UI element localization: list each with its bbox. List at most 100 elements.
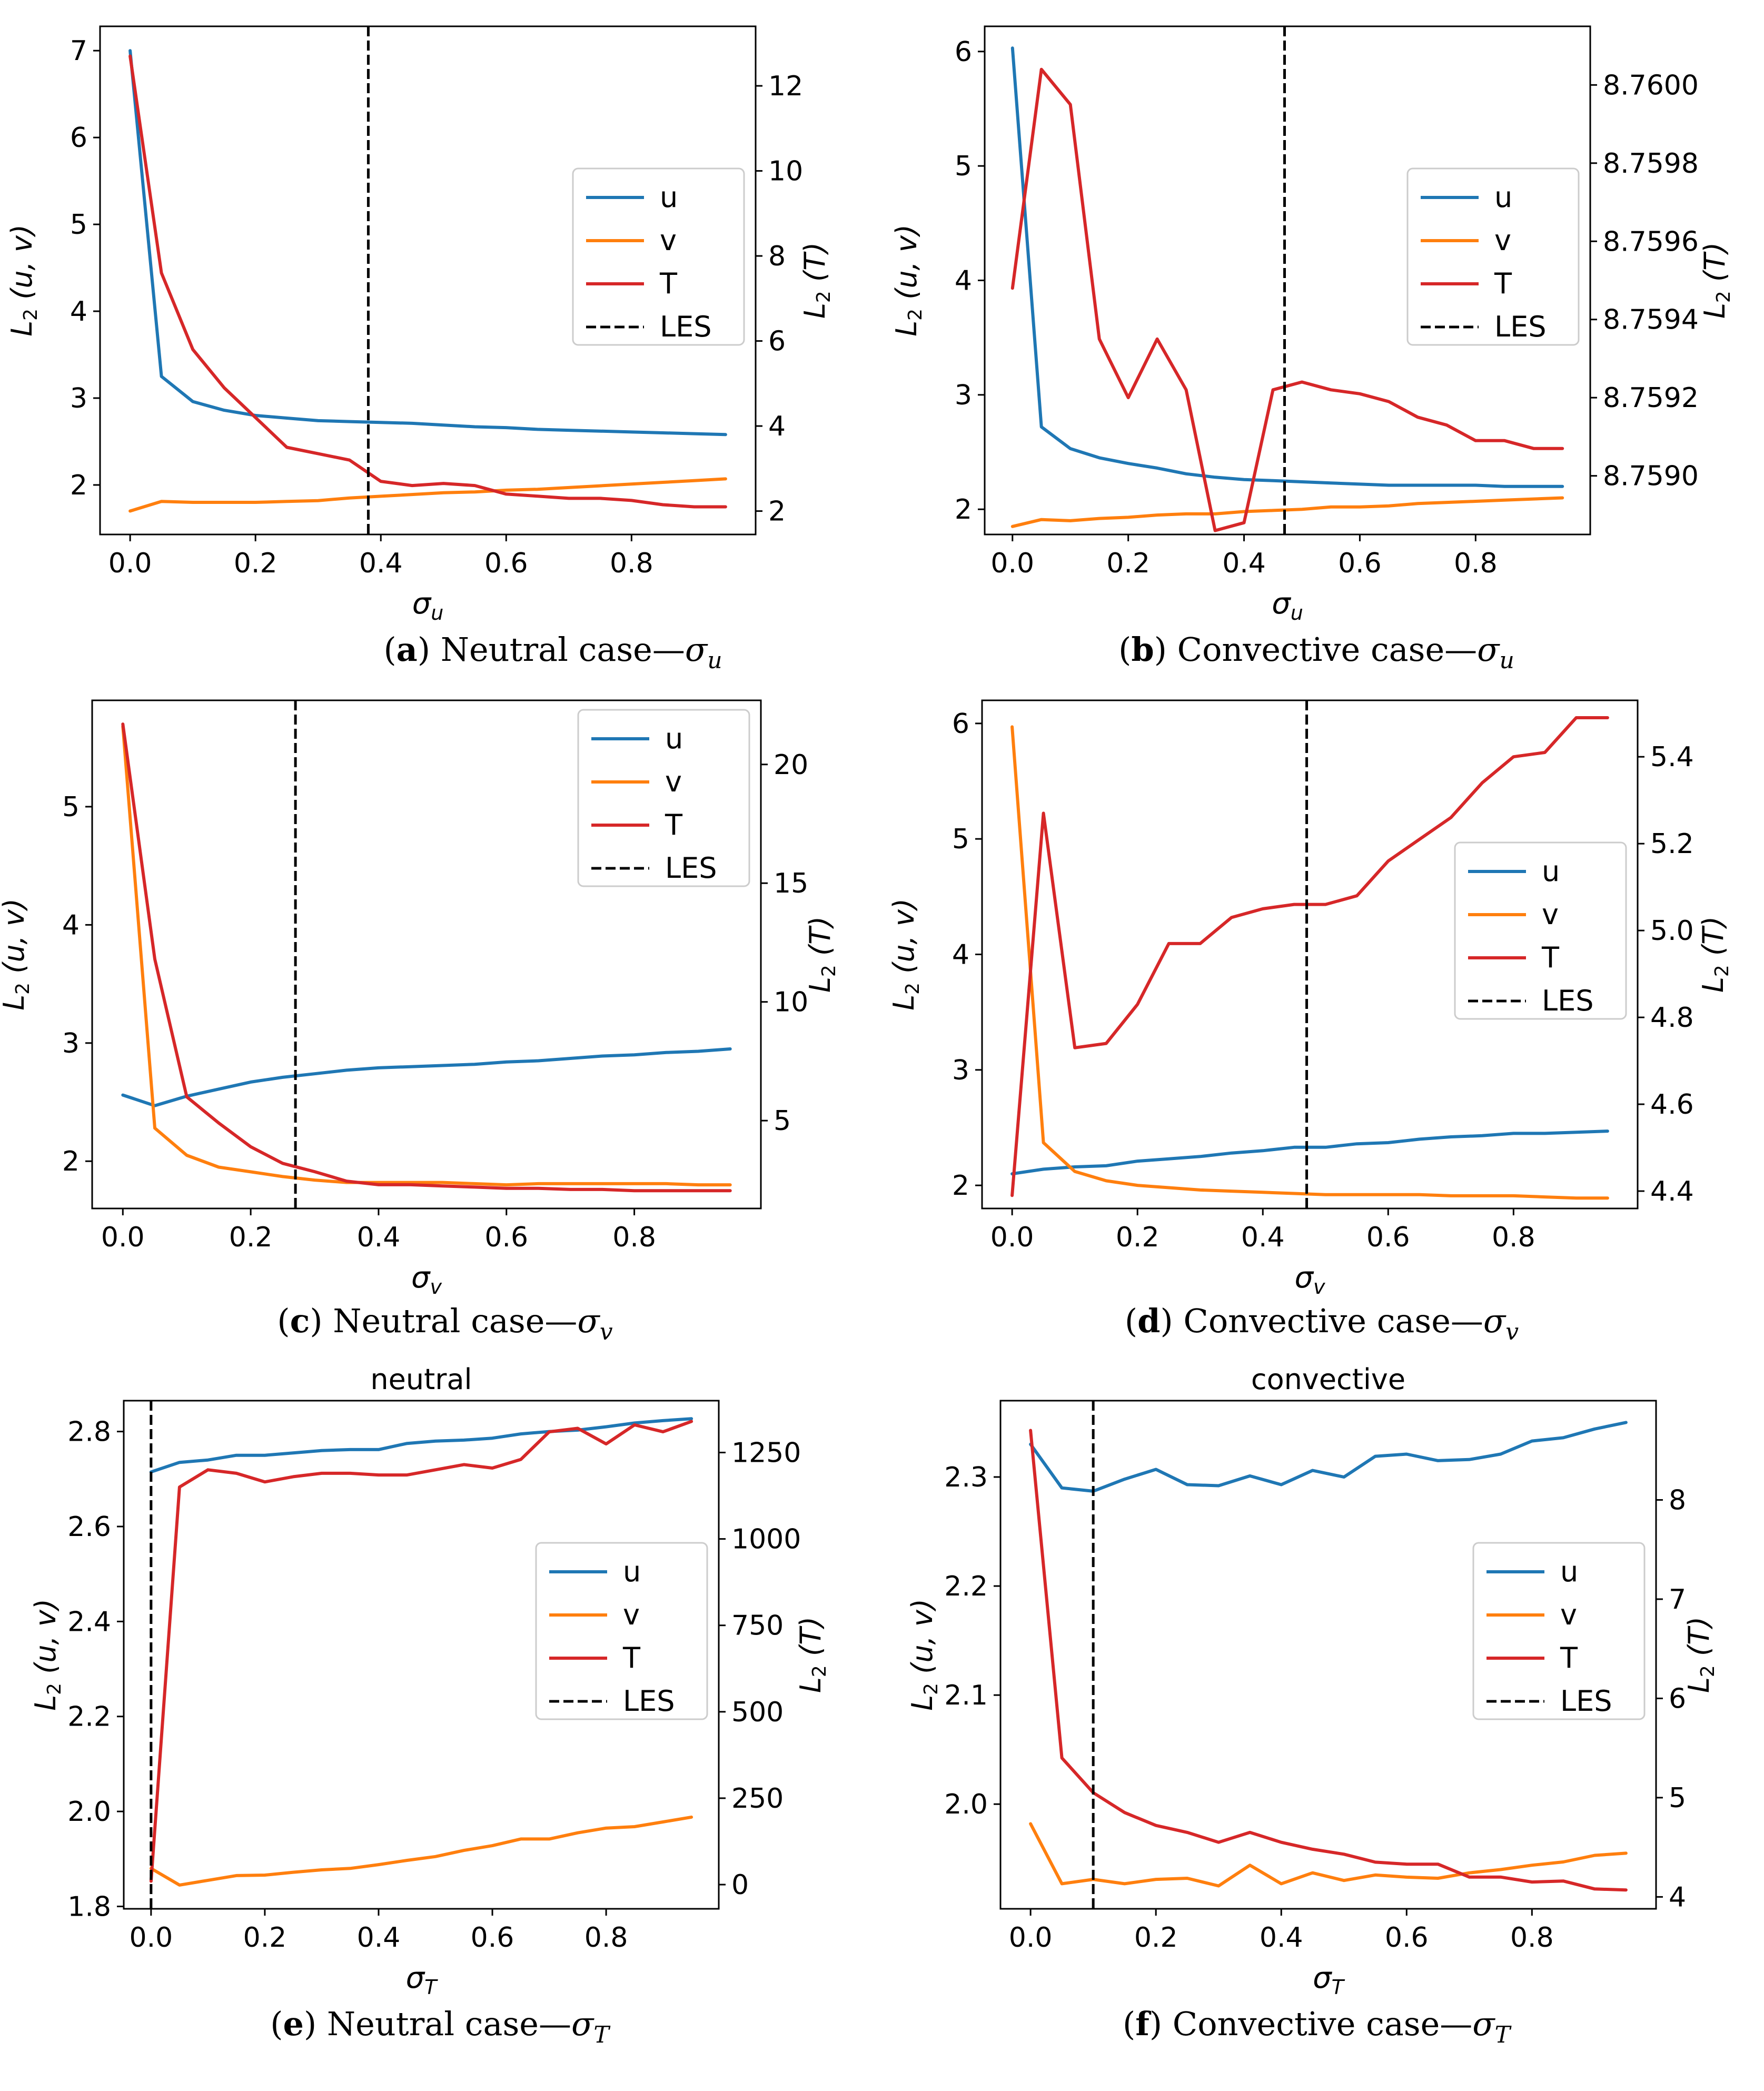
caption: (a) Neutral case—σu [383, 630, 722, 674]
legend-label-T: T [1560, 1641, 1578, 1674]
legend-label-v: v [1542, 898, 1559, 931]
y2-tick-label: 10 [774, 987, 808, 1018]
y-tick-label: 1.8 [67, 1891, 111, 1922]
y-axis-label-L: L [5, 321, 38, 336]
caption-sigma: σ [1472, 2005, 1495, 2043]
y2-tick-label: 8 [1669, 1484, 1686, 1516]
y-axis-label-rest: (u, v) [906, 1599, 939, 1683]
y2-axis-label-L: L [804, 977, 837, 993]
series-u-line [1010, 46, 1564, 488]
legend-label-v: v [1560, 1598, 1577, 1631]
legend-label-u: u [1560, 1555, 1578, 1588]
x-tick-label: 0.2 [229, 1222, 273, 1253]
y2-tick-label: 750 [731, 1610, 784, 1642]
y-axis-label-rest: (u, v) [0, 898, 31, 983]
legend-frame [535, 1542, 708, 1720]
y2-axis-label-sub: 2 [809, 1665, 830, 1677]
y2-tick-label: 5 [774, 1105, 791, 1137]
caption-sigma: σ [685, 630, 708, 669]
legend-label-u: u [1494, 181, 1512, 214]
caption-text: Neutral case— [323, 1302, 578, 1340]
x-tick-label: 0.2 [1106, 548, 1150, 579]
y2-axis-label-L: L [1698, 303, 1731, 319]
x-tick-label: 0.8 [610, 548, 653, 579]
y-tick-label: 3 [62, 1028, 80, 1059]
x-axis-label-symbol: σ [411, 1261, 431, 1295]
y-tick-label: 5 [955, 151, 972, 182]
legend-label-T: T [659, 267, 678, 300]
y-axis-label: L2 (u, v) [906, 1599, 942, 1711]
y-tick-label: 2.1 [944, 1680, 988, 1711]
y2-tick-label: 1250 [731, 1437, 801, 1469]
y-tick-label: 6 [955, 36, 972, 68]
plot-area [1010, 26, 1564, 534]
y2-axis-label: L2 (T) [1698, 242, 1735, 319]
x-tick-label: 0.8 [1510, 1922, 1554, 1954]
y2-axis-label: L2 (T) [804, 916, 840, 993]
y2-axis-label-rest: (T) [804, 916, 837, 965]
y2-axis-label-sub: 2 [813, 291, 835, 303]
y2-tick-label: 4.4 [1650, 1176, 1694, 1207]
plot-frame [91, 699, 762, 1210]
x-axis-label: σT [1313, 1961, 1345, 1999]
caption-sigma: σ [1483, 1302, 1507, 1340]
x-tick-label: 0.4 [357, 1222, 401, 1253]
y2-tick-label: 0 [731, 1869, 749, 1901]
x-tick-label: 0.0 [990, 1222, 1034, 1253]
legend-label-T: T [1494, 267, 1512, 300]
y-axis-label-L: L [0, 995, 31, 1010]
x-axis-label-symbol: σ [412, 587, 432, 621]
legend: uvT LES [1406, 167, 1580, 346]
legend: uvT LES [572, 167, 745, 346]
y-tick-label: 5 [62, 791, 80, 823]
series-T-line [1010, 67, 1564, 532]
x-tick-label: 0.8 [584, 1922, 628, 1954]
y2-tick-label: 8 [768, 241, 786, 272]
y-axis-label-L: L [906, 1695, 939, 1711]
x-axis-label: σu [1272, 587, 1303, 625]
legend-label-u: u [665, 722, 683, 755]
y-tick-label: 7 [70, 35, 87, 67]
y2-tick-label: 8.7598 [1603, 148, 1699, 180]
y-tick-label: 2 [955, 494, 972, 526]
y2-tick-label: 2 [768, 496, 786, 528]
legend-label-v: v [660, 224, 677, 257]
y-axis-label-sub: 2 [905, 309, 926, 321]
chart-title: convective [1251, 1363, 1405, 1396]
y2-axis-label-L: L [798, 303, 831, 319]
y2-tick-label: 1000 [731, 1524, 801, 1555]
legend-label-u: u [660, 181, 678, 214]
x-axis-label: σv [1295, 1261, 1326, 1299]
x-tick-label: 0.8 [1492, 1222, 1535, 1253]
caption-sub: T [593, 2021, 611, 2048]
caption-label: a [397, 630, 418, 669]
chart-b: 0.0 0.2 0.4 0.6 0.8 2 3 4 5 6 8.7590 8.7592 8.7594 8.… [890, 25, 1735, 674]
x-axis-label-sub: T [1332, 1976, 1345, 1999]
series-v-line [1029, 1822, 1628, 1888]
y-axis-label: L2 (u, v) [0, 898, 34, 1010]
x-tick-label: 0.4 [1241, 1222, 1285, 1253]
plot-frame [123, 1400, 720, 1910]
y2-tick-label: 4.6 [1650, 1089, 1694, 1121]
y2-tick-label: 5.0 [1650, 915, 1694, 947]
series-u-line [149, 1417, 693, 1474]
y-tick-label: 4 [62, 909, 80, 941]
plot-area [1010, 700, 1609, 1208]
x-tick-label: 0.0 [990, 548, 1034, 579]
x-tick-label: 0.2 [234, 548, 278, 579]
y-axis-label-rest: (u, v) [5, 224, 38, 309]
caption: (d) Convective case—σv [1125, 1302, 1519, 1345]
y2-axis-label-sub: 2 [1713, 291, 1735, 303]
x-tick-label: 0.4 [359, 548, 403, 579]
x-tick-label: 0.8 [612, 1222, 656, 1253]
x-tick-label: 0.8 [1454, 548, 1498, 579]
y2-axis-label-L: L [1697, 977, 1730, 993]
y-axis-label: L2 (u, v) [29, 1599, 65, 1711]
y-axis-label-L: L [29, 1695, 62, 1711]
series-T-line [128, 54, 727, 509]
y2-axis-label-rest: (T) [798, 242, 831, 291]
legend-label-T: T [622, 1641, 641, 1674]
